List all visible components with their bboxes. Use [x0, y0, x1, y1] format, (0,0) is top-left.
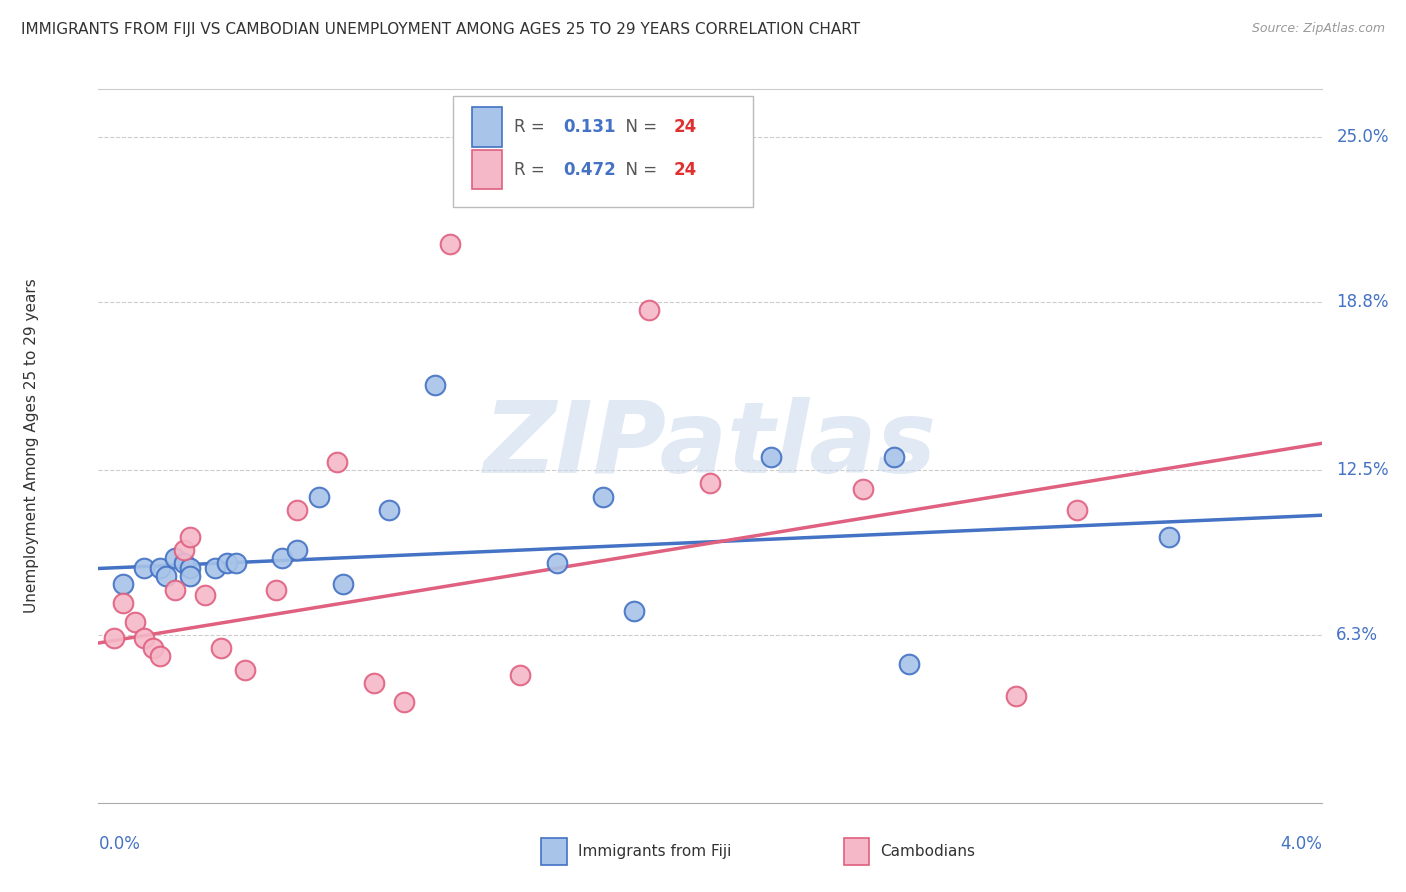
- Point: [759, 450, 782, 464]
- Point: [194, 588, 217, 602]
- Point: [699, 476, 721, 491]
- Text: Cambodians: Cambodians: [880, 845, 976, 859]
- Point: [163, 582, 186, 597]
- Point: [149, 561, 172, 575]
- Point: [134, 561, 156, 575]
- Point: [378, 503, 401, 517]
- Point: [270, 550, 294, 565]
- Text: 0.472: 0.472: [564, 161, 616, 178]
- Text: R =: R =: [515, 118, 550, 136]
- Point: [1157, 529, 1180, 543]
- Point: [103, 631, 125, 645]
- Point: [332, 577, 354, 591]
- Point: [326, 455, 349, 469]
- Point: [173, 542, 195, 557]
- Text: 24: 24: [673, 118, 696, 136]
- Point: [204, 561, 226, 575]
- Text: 0.0%: 0.0%: [98, 835, 141, 853]
- Text: Immigrants from Fiji: Immigrants from Fiji: [578, 845, 731, 859]
- Text: 6.3%: 6.3%: [1336, 626, 1378, 644]
- Point: [637, 303, 661, 318]
- Point: [392, 695, 416, 709]
- Point: [897, 657, 920, 672]
- Point: [142, 641, 165, 656]
- Point: [592, 490, 614, 504]
- Point: [308, 490, 330, 504]
- Text: N =: N =: [614, 118, 662, 136]
- Text: 0.131: 0.131: [564, 118, 616, 136]
- Text: 18.8%: 18.8%: [1336, 293, 1389, 311]
- Point: [111, 577, 134, 591]
- Point: [363, 676, 385, 690]
- Point: [179, 561, 201, 575]
- Text: R =: R =: [515, 161, 550, 178]
- Bar: [471, 150, 502, 189]
- Text: 25.0%: 25.0%: [1336, 128, 1389, 146]
- Text: N =: N =: [614, 161, 662, 178]
- Text: IMMIGRANTS FROM FIJI VS CAMBODIAN UNEMPLOYMENT AMONG AGES 25 TO 29 YEARS CORRELA: IMMIGRANTS FROM FIJI VS CAMBODIAN UNEMPL…: [21, 22, 860, 37]
- Point: [149, 649, 172, 664]
- Point: [179, 529, 201, 543]
- Point: [163, 550, 186, 565]
- Point: [124, 615, 146, 629]
- Point: [173, 556, 195, 570]
- Text: ZIPatlas: ZIPatlas: [484, 398, 936, 494]
- Point: [264, 582, 287, 597]
- Text: 4.0%: 4.0%: [1279, 835, 1322, 853]
- Point: [209, 641, 232, 656]
- Point: [233, 663, 256, 677]
- Point: [439, 236, 461, 251]
- Point: [509, 668, 531, 682]
- Text: Unemployment Among Ages 25 to 29 years: Unemployment Among Ages 25 to 29 years: [24, 278, 38, 614]
- Point: [134, 631, 156, 645]
- Point: [111, 596, 134, 610]
- FancyBboxPatch shape: [453, 96, 752, 207]
- Point: [215, 556, 238, 570]
- Bar: [471, 107, 502, 146]
- Point: [155, 569, 177, 583]
- Point: [1004, 690, 1026, 704]
- Point: [285, 503, 308, 517]
- Point: [179, 569, 201, 583]
- Point: [546, 556, 568, 570]
- Point: [623, 604, 645, 618]
- Point: [1066, 503, 1088, 517]
- Point: [423, 377, 446, 392]
- Text: Source: ZipAtlas.com: Source: ZipAtlas.com: [1251, 22, 1385, 36]
- Text: 12.5%: 12.5%: [1336, 461, 1389, 479]
- Text: 24: 24: [673, 161, 696, 178]
- Point: [225, 556, 247, 570]
- Point: [883, 450, 905, 464]
- Point: [285, 542, 308, 557]
- Point: [852, 482, 875, 496]
